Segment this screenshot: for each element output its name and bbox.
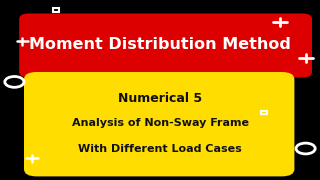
Text: Analysis of Non-Sway Frame: Analysis of Non-Sway Frame xyxy=(71,118,249,128)
Text: Moment Distribution Method: Moment Distribution Method xyxy=(29,37,291,52)
Bar xyxy=(261,111,267,114)
Text: Numerical 5: Numerical 5 xyxy=(118,92,202,105)
Bar xyxy=(53,8,59,12)
Text: With Different Load Cases: With Different Load Cases xyxy=(78,143,242,154)
FancyBboxPatch shape xyxy=(19,14,312,77)
FancyBboxPatch shape xyxy=(24,72,294,176)
